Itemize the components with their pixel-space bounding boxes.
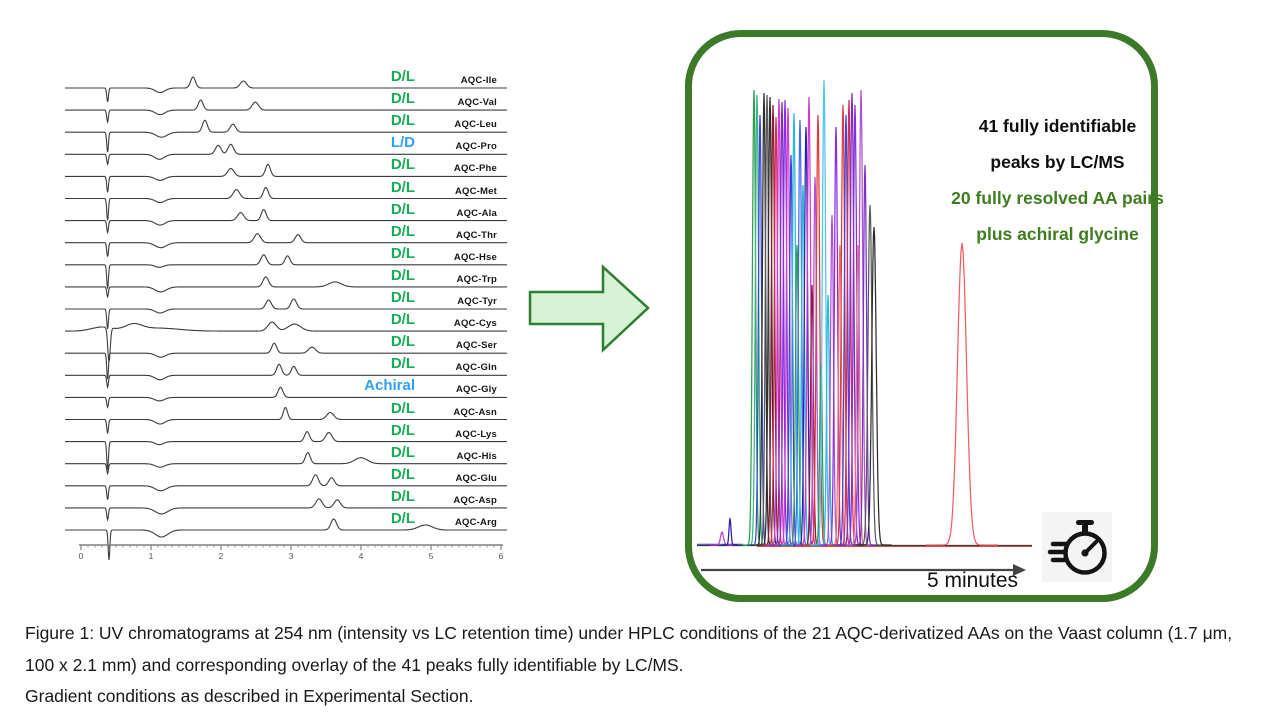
trace-name-label: AQC-Lys (455, 428, 497, 440)
trace-chirality-tag: D/L (390, 200, 415, 218)
trace-chirality-tag: D/L (390, 156, 415, 174)
caption-line2: Gradient conditions as described in Expe… (25, 686, 474, 706)
trace-chirality-tag: D/L (390, 112, 415, 130)
trace-chirality-tag: D/L (390, 333, 415, 351)
chromatogram-trace (65, 233, 507, 257)
chromatogram-trace (65, 209, 507, 235)
trace-name-label: AQC-Gln (455, 362, 497, 374)
overlay-peak (926, 242, 998, 546)
trace-chirality-tag: Achiral (364, 377, 415, 395)
trace-chirality-tag: D/L (390, 178, 415, 196)
trace-chirality-tag: D/L (390, 266, 415, 284)
trace-chirality-tag: D/L (390, 465, 415, 483)
x-axis-tick-label: 5 (429, 551, 434, 560)
trace-name-label: AQC-Thr (456, 229, 497, 241)
chromatogram-trace (65, 76, 507, 103)
chromatogram-trace (65, 518, 507, 560)
chromatogram-trace (65, 474, 507, 500)
caption-line1: Figure 1: UV chromatograms at 254 nm (in… (25, 623, 1233, 675)
trace-name-label: AQC-Ala (456, 207, 497, 219)
x-axis-tick-label: 1 (149, 551, 154, 560)
x-axis-tick-label: 6 (499, 551, 504, 560)
chromatogram-trace (65, 186, 507, 221)
trace-name-label: AQC-Glu (455, 472, 497, 484)
overlay-peak (710, 531, 734, 546)
trace-chirality-tag: D/L (390, 355, 415, 373)
trace-name-label: AQC-Asp (453, 494, 497, 506)
trace-chirality-tag: D/L (390, 222, 415, 240)
overlay-chromatogram-plot (697, 79, 1032, 576)
x-axis-tick-label: 4 (359, 551, 364, 560)
headline-lcms: 41 fully identifiable peaks by LC/MS (950, 108, 1165, 180)
time-arrow-head (1013, 564, 1026, 576)
headline-resolved-line2: plus achiral glycine (976, 224, 1139, 244)
trace-chirality-tag: D/L (390, 487, 415, 505)
trace-chirality-tag: D/L (390, 399, 415, 417)
chromatogram-trace (65, 431, 507, 470)
trace-name-label: AQC-Pro (455, 141, 497, 153)
trace-name-label: AQC-Val (457, 97, 497, 109)
trace-chirality-tag: L/D (390, 134, 415, 152)
overlay-peak (856, 226, 892, 546)
trace-chirality-tag: D/L (390, 289, 415, 306)
chromatogram-trace (65, 119, 507, 153)
headline-resolved-line1: 20 fully resolved AA pairs (951, 188, 1164, 208)
trace-chirality-tag: D/L (390, 421, 415, 439)
trace-name-label: AQC-His (456, 450, 497, 462)
trace-chirality-tag: D/L (390, 443, 415, 461)
trace-name-label: AQC-Ile (460, 75, 497, 86)
trace-name-label: AQC-Leu (454, 119, 497, 131)
chromatogram-trace (65, 143, 507, 166)
trace-name-label: AQC-Ser (456, 340, 497, 352)
chromatogram-trace (65, 298, 507, 330)
trace-name-label: AQC-Arg (454, 517, 497, 528)
chromatogram-trace (65, 406, 507, 434)
stopwatch-icon (1042, 512, 1112, 582)
chromatogram-trace (65, 163, 507, 193)
chromatogram-trace (65, 254, 507, 289)
chromatogram-trace (65, 276, 507, 299)
trace-name-label: AQC-Met (454, 185, 497, 197)
time-axis-label: 5 minutes (926, 569, 1018, 592)
trace-name-label: AQC-Cys (453, 318, 497, 330)
stacked-chromatograms-plot: 0 1 2 3 4 5 6 (65, 76, 507, 560)
trace-chirality-tag: D/L (390, 244, 415, 262)
x-axis-tick-label: 3 (289, 551, 294, 560)
trace-name-label: AQC-Asn (453, 406, 497, 418)
overlay-peak (722, 516, 738, 546)
trace-chirality-tag: D/L (390, 510, 415, 527)
chromatogram-trace (65, 452, 507, 476)
trace-chirality-tag: D/L (390, 90, 415, 108)
headline-lcms-line2: peaks by LC/MS (990, 152, 1125, 172)
right-block-arrow-icon (528, 264, 650, 353)
chromatogram-trace (65, 498, 507, 522)
headline-resolved: 20 fully resolved AA pairs plus achiral … (950, 180, 1165, 252)
trace-name-label: AQC-Tyr (457, 296, 497, 307)
chromatogram-trace (65, 321, 507, 362)
figure-caption: Figure 1: UV chromatograms at 254 nm (in… (25, 618, 1263, 713)
trace-name-label: AQC-Trp (456, 273, 497, 285)
x-axis-tick-label: 0 (79, 551, 84, 560)
chromatogram-trace (65, 363, 507, 390)
trace-chirality-tag: D/L (390, 311, 415, 329)
chromatogram-trace (65, 99, 507, 124)
trace-name-label: AQC-Gly (456, 384, 497, 396)
trace-name-label: AQC-Hse (453, 251, 497, 263)
trace-name-label: AQC-Phe (453, 163, 497, 175)
chromatogram-trace (65, 342, 507, 380)
trace-chirality-tag: D/L (390, 68, 415, 85)
chromatogram-trace (65, 386, 507, 409)
x-axis-tick-label: 2 (219, 551, 224, 560)
headline-lcms-line1: 41 fully identifiable (978, 116, 1137, 136)
